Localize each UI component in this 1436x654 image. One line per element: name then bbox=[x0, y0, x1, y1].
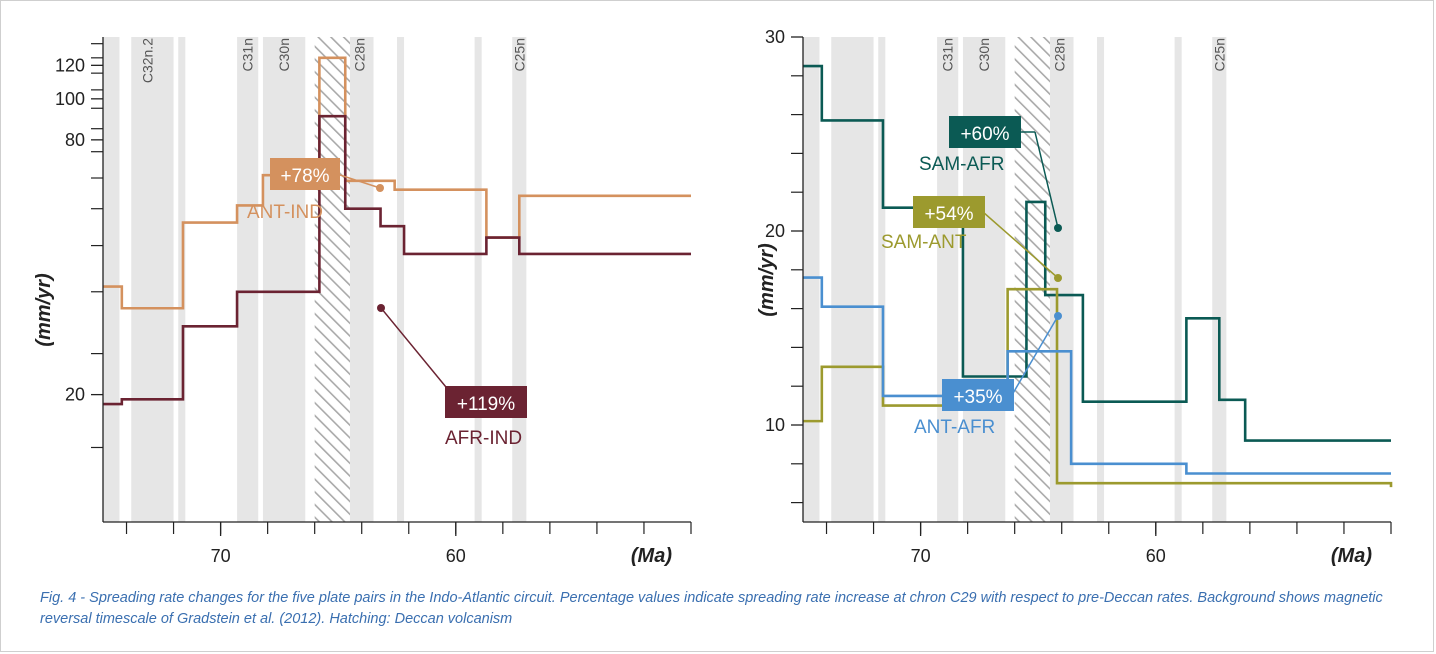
sam-afr-percent-box bbox=[949, 116, 1021, 148]
afr-ind-percent-label: +119% bbox=[457, 394, 515, 415]
y-axis-label: (mm/yr) bbox=[33, 273, 55, 347]
chron-band bbox=[937, 37, 959, 522]
chart-sam-afr-sam-ant-ant-afr: C31n C30n C28n C25n 10 20 30 70 60 (Ma) (mm/yr… bbox=[756, 27, 1393, 567]
ant-ind-marker-dot bbox=[376, 184, 384, 192]
y-tick-label: 20 bbox=[65, 385, 85, 405]
chron-label-c25n: C25n bbox=[511, 38, 527, 71]
series-line-ant-afr bbox=[803, 276, 1391, 475]
chron-band bbox=[103, 37, 120, 522]
ant-ind-leader-line bbox=[339, 174, 381, 189]
ant-afr-marker-dot bbox=[1054, 312, 1062, 320]
chron-label-c31n: C31n bbox=[940, 38, 956, 71]
chron-band bbox=[1174, 37, 1182, 522]
afr-ind-series-label: AFR-IND bbox=[445, 428, 522, 449]
chron-label-c25n: C25n bbox=[1211, 38, 1227, 71]
y-tick-label: 10 bbox=[765, 415, 785, 435]
afr-ind-marker-dot bbox=[377, 304, 385, 312]
sam-ant-percent-label: +54% bbox=[924, 204, 973, 225]
y-tick-label: 120 bbox=[55, 55, 85, 75]
sam-afr-marker-dot bbox=[1054, 224, 1062, 232]
chron-label-c28n: C28n bbox=[1051, 38, 1067, 71]
sam-afr-series-label: SAM-AFR bbox=[919, 154, 1005, 175]
chron-band bbox=[345, 37, 374, 522]
chron-band bbox=[237, 37, 259, 522]
x-tick-label: 60 bbox=[1146, 546, 1166, 566]
ant-ind-percent-box bbox=[270, 158, 340, 190]
x-axis-label: (Ma) bbox=[631, 545, 672, 567]
chron-label-c28n: C28n bbox=[351, 38, 367, 71]
y-tick-label: 80 bbox=[65, 130, 85, 150]
ant-afr-series-label: ANT-AFR bbox=[914, 417, 995, 438]
chron-band bbox=[131, 37, 174, 522]
ant-afr-percent-box bbox=[942, 379, 1014, 411]
figure-caption: Fig. 4 - Spreading rate changes for the … bbox=[40, 590, 1383, 627]
ant-afr-leader-line bbox=[1011, 315, 1059, 396]
chron-band bbox=[1097, 37, 1105, 522]
sam-ant-marker-dot bbox=[1054, 274, 1062, 282]
chron-band bbox=[262, 37, 306, 522]
chron-label-c31n: C31n bbox=[240, 38, 256, 71]
chart-ant-ind-afr-ind: C32n.2 C31n C30n C28n C25n 20 80 100 120 70 60 (… bbox=[33, 37, 692, 567]
y-axis-label: (mm/yr) bbox=[756, 243, 778, 317]
chron-band bbox=[1212, 37, 1227, 522]
ant-ind-series-label: ANT-IND bbox=[247, 202, 323, 223]
series-line-sam-afr bbox=[803, 64, 1391, 442]
chron-band bbox=[878, 37, 886, 522]
y-tick-label: 20 bbox=[765, 221, 785, 241]
chron-band bbox=[962, 37, 1006, 522]
y-tick-label: 100 bbox=[55, 89, 85, 109]
sam-ant-leader-line bbox=[982, 211, 1059, 279]
x-axis-label: (Ma) bbox=[1331, 545, 1372, 567]
x-tick-label: 60 bbox=[446, 546, 466, 566]
x-tick-label: 70 bbox=[211, 546, 231, 566]
x-tick-label: 70 bbox=[911, 546, 931, 566]
chron-label-c32n-2: C32n.2 bbox=[140, 38, 156, 83]
sam-ant-percent-box bbox=[913, 196, 985, 228]
ant-afr-percent-label: +35% bbox=[953, 387, 1002, 408]
chron-band bbox=[803, 37, 820, 522]
chron-band bbox=[397, 37, 405, 522]
sam-ant-series-label: SAM-ANT bbox=[881, 232, 967, 253]
series-line-afr-ind bbox=[103, 114, 691, 406]
ant-ind-percent-label: +78% bbox=[280, 166, 329, 187]
chron-label-c30n: C30n bbox=[976, 38, 992, 71]
chron-band bbox=[474, 37, 482, 522]
sam-afr-leader-line-b bbox=[1034, 131, 1059, 229]
afr-ind-leader-line bbox=[380, 307, 456, 399]
chron-label-c30n: C30n bbox=[276, 38, 292, 71]
y-tick-label: 30 bbox=[765, 27, 785, 47]
chron-band bbox=[831, 37, 874, 522]
afr-ind-percent-box bbox=[445, 386, 527, 418]
sam-afr-percent-label: +60% bbox=[960, 124, 1009, 145]
chron-band bbox=[512, 37, 527, 522]
